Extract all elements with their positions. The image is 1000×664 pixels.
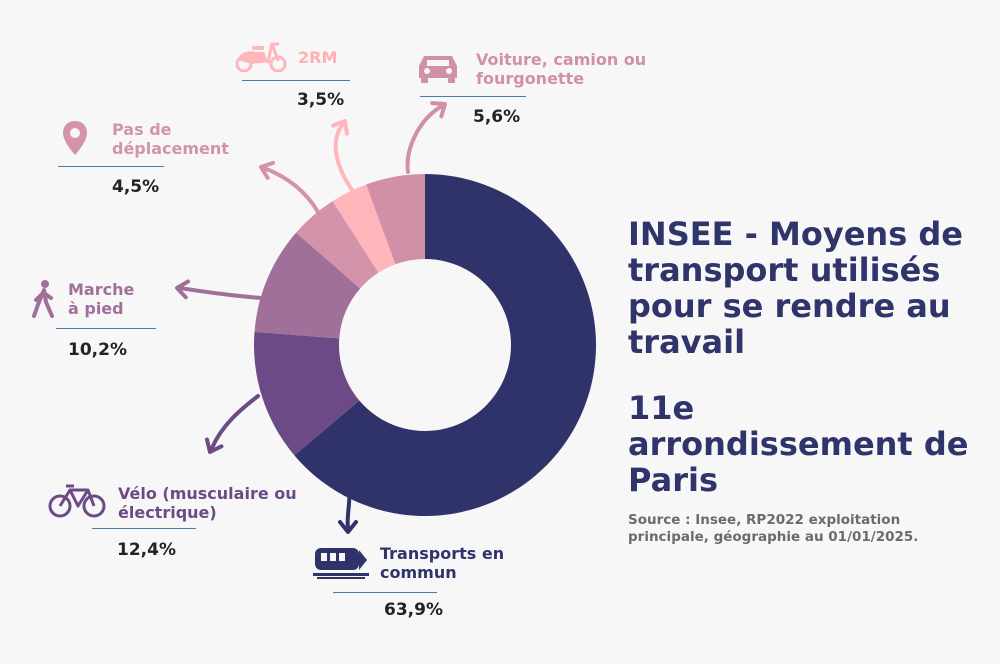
donut-slice [296, 201, 379, 289]
callout-value: 3,5% [297, 90, 345, 110]
callout-arrow [345, 478, 352, 530]
callout-rule [58, 166, 164, 167]
callout-rule [333, 592, 437, 593]
donut-slice [332, 184, 396, 273]
callout-arrow [333, 122, 354, 192]
callout-label: Voiture, camion ou fourgonette [476, 50, 647, 88]
callout-rule [92, 528, 196, 529]
callout-label: Transports en commun [380, 544, 505, 582]
callout-rule [242, 80, 350, 81]
title-block: INSEE - Moyens de transport utilisés pou… [628, 216, 988, 546]
callout-arrowhead [331, 119, 349, 136]
callout-rule [56, 328, 156, 329]
donut-slices [254, 174, 596, 516]
callout-label: 2RM [298, 48, 338, 67]
donut-slice [294, 174, 596, 516]
callout-value: 4,5% [112, 177, 160, 197]
callout-label: Pas de déplacement [112, 120, 229, 158]
callout-arrowhead [430, 101, 447, 119]
callout-label: Marche à pied [68, 280, 135, 318]
callout-arrowhead [175, 279, 191, 300]
callout-value: 10,2% [68, 340, 127, 360]
map-pin-icon [63, 121, 87, 155]
callout-arrow [178, 286, 264, 300]
bicycle-icon [48, 484, 106, 518]
donut-slice [366, 174, 425, 265]
callout-arrow [405, 104, 444, 174]
car-icon [419, 56, 457, 83]
scooter-icon [235, 42, 287, 72]
train-icon [313, 548, 369, 579]
callout-arrowhead [204, 437, 224, 454]
callout-label: Vélo (musculaire ou électrique) [118, 484, 297, 522]
callout-value: 63,9% [384, 600, 443, 620]
callout-arrow [210, 394, 260, 450]
walking-person-icon [32, 280, 54, 318]
donut-slice [254, 331, 360, 456]
callout-arrowhead [338, 520, 358, 534]
callout-arrow [262, 166, 320, 214]
callout-rule [420, 96, 526, 97]
source-note: Source : Insee, RP2022 exploitation prin… [628, 512, 919, 545]
chart-subtitle: 11e arrondissement de Paris [628, 389, 969, 499]
callout-value: 5,6% [473, 107, 521, 127]
chart-title: INSEE - Moyens de transport utilisés pou… [628, 215, 963, 361]
callout-value: 12,4% [117, 540, 176, 560]
callout-arrows [175, 101, 447, 534]
callout-arrowhead [259, 160, 276, 180]
donut-slice [254, 232, 361, 339]
